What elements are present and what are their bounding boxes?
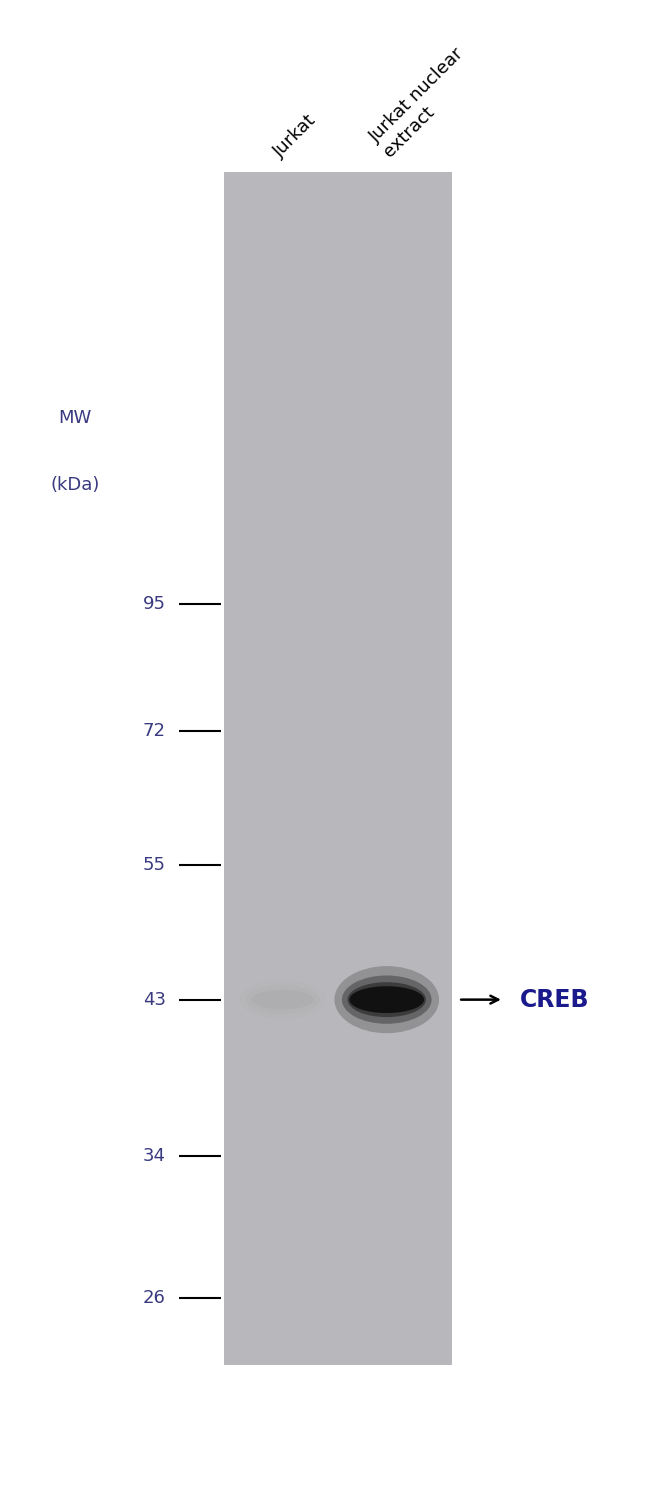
Text: 34: 34 bbox=[143, 1147, 166, 1165]
Ellipse shape bbox=[252, 991, 313, 1009]
Ellipse shape bbox=[350, 986, 424, 1013]
Ellipse shape bbox=[348, 982, 426, 1018]
Ellipse shape bbox=[239, 980, 326, 1019]
Ellipse shape bbox=[342, 976, 432, 1024]
Text: Jurkat: Jurkat bbox=[270, 112, 320, 161]
Text: CREB: CREB bbox=[520, 988, 590, 1012]
Text: 55: 55 bbox=[143, 856, 166, 874]
Text: 72: 72 bbox=[143, 722, 166, 740]
Text: MW: MW bbox=[58, 409, 92, 427]
Ellipse shape bbox=[335, 967, 439, 1032]
Text: 95: 95 bbox=[143, 595, 166, 613]
Ellipse shape bbox=[246, 985, 320, 1015]
Bar bbox=[224, 172, 452, 1365]
Text: 26: 26 bbox=[143, 1289, 166, 1307]
Text: 43: 43 bbox=[143, 991, 166, 1009]
Text: Jurkat nuclear
extract: Jurkat nuclear extract bbox=[366, 45, 482, 161]
Text: (kDa): (kDa) bbox=[50, 476, 99, 494]
